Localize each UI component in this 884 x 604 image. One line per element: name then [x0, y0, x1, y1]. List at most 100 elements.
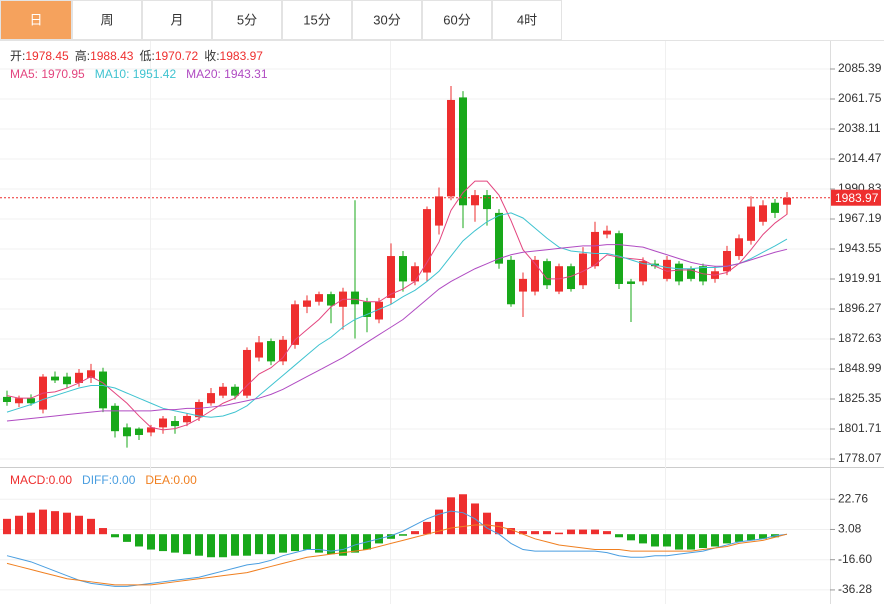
- tab-bg: [352, 0, 422, 40]
- candle-body: [171, 421, 179, 427]
- candle-body: [135, 428, 143, 435]
- macd-legend: MACD:0.00 DIFF:0.00 DEA:0.00: [10, 473, 197, 487]
- legend-value: 0.00: [173, 473, 197, 487]
- macd-bar: [747, 534, 755, 541]
- macd-bar: [39, 509, 47, 535]
- legend-label: 收:: [204, 49, 219, 63]
- candle-body: [327, 294, 335, 306]
- last-price-label: 1983.97: [835, 191, 879, 205]
- candle-body: [471, 195, 479, 206]
- macd-bar: [243, 534, 251, 556]
- tab-label[interactable]: 5分: [237, 12, 257, 27]
- tab-label[interactable]: 4时: [517, 12, 537, 27]
- tab[interactable]: 5分: [212, 0, 282, 40]
- candle-body: [639, 261, 647, 282]
- candle-body: [591, 231, 599, 267]
- macd-bar: [147, 534, 155, 550]
- candle-body: [687, 268, 695, 279]
- tab-label[interactable]: 周: [100, 12, 113, 27]
- candle-body: [387, 256, 395, 298]
- candle-body: [747, 206, 755, 241]
- tab[interactable]: 15分: [282, 0, 352, 40]
- tab-label[interactable]: 30分: [373, 12, 400, 27]
- macd-bar: [543, 531, 551, 535]
- legend-value: 1983.97: [220, 49, 264, 63]
- macd-bar: [339, 534, 347, 556]
- candle-body: [447, 99, 455, 197]
- macd-bar: [495, 521, 503, 535]
- y-tick-label: 22.76: [838, 491, 868, 505]
- y-tick-label: -36.28: [838, 582, 872, 596]
- y-tick-label: 3.08: [838, 522, 862, 536]
- candle-body: [147, 427, 155, 433]
- tab-label[interactable]: 日: [29, 12, 42, 27]
- macd-bar: [3, 518, 11, 535]
- macd-bar: [27, 512, 35, 535]
- candle-body: [87, 370, 95, 378]
- legend-value: 1988.43: [90, 49, 134, 63]
- y-tick-label: 2014.47: [838, 151, 882, 165]
- candle-body: [123, 427, 131, 437]
- candle-body: [315, 294, 323, 302]
- tab[interactable]: 周: [72, 0, 142, 40]
- tab[interactable]: 月: [142, 0, 212, 40]
- macd-bar: [207, 534, 215, 558]
- tab-bg: [212, 0, 282, 40]
- ohlc-legend: 开:1978.45 高:1988.43 低:1970.72 收:1983.97: [10, 48, 263, 63]
- candle-body: [603, 230, 611, 235]
- tab-bg: [142, 0, 212, 40]
- legend-label: MA5:: [10, 67, 41, 81]
- y-tick-label: 1778.07: [838, 451, 882, 465]
- macd-bar: [255, 534, 263, 555]
- tab-label[interactable]: 60分: [443, 12, 470, 27]
- y-tick-label: 1943.55: [838, 241, 882, 255]
- candle-body: [63, 376, 71, 385]
- tab[interactable]: 30分: [352, 0, 422, 40]
- tab-bg: [0, 0, 72, 40]
- candle-body: [27, 398, 35, 404]
- macd-bar: [759, 534, 767, 539]
- tab-bg: [422, 0, 492, 40]
- candle-body: [99, 371, 107, 409]
- macd-bar: [171, 534, 179, 553]
- macd-bar: [507, 528, 515, 535]
- candle-body: [675, 263, 683, 282]
- y-tick-label: 1825.35: [838, 391, 882, 405]
- macd-bar: [531, 531, 539, 535]
- macd-bar: [723, 534, 731, 544]
- candle-body: [15, 398, 23, 404]
- candle-body: [519, 278, 527, 292]
- legend-label: 开:: [10, 49, 25, 63]
- candle-body: [363, 301, 371, 317]
- candle-body: [615, 233, 623, 284]
- line-series: [6, 212, 788, 418]
- macd-bar: [267, 534, 275, 555]
- candle-body: [243, 349, 251, 396]
- legend-label: DIFF:: [82, 473, 112, 487]
- legend-value: 1943.31: [224, 67, 268, 81]
- legend-value: 1970.72: [155, 49, 199, 63]
- macd-bar: [615, 534, 623, 538]
- macd-bar: [303, 534, 311, 550]
- line-series: [6, 524, 788, 586]
- candle-body: [411, 266, 419, 282]
- macd-bar: [699, 534, 707, 549]
- tab[interactable]: 4时: [492, 0, 562, 40]
- candle-body: [627, 281, 635, 284]
- macd-bar: [483, 512, 491, 535]
- macd-bar: [351, 534, 359, 553]
- legend-label: MA20:: [186, 67, 224, 81]
- candle-body: [423, 209, 431, 273]
- tab[interactable]: 日: [0, 0, 72, 40]
- tab-label[interactable]: 月: [170, 12, 183, 27]
- candle-body: [759, 205, 767, 222]
- tab[interactable]: 60分: [422, 0, 492, 40]
- line-series: [6, 180, 788, 431]
- macd-bar: [87, 518, 95, 535]
- macd-bar: [135, 534, 143, 547]
- macd-bar: [195, 534, 203, 556]
- macd-bar: [399, 534, 407, 536]
- tab-label[interactable]: 15分: [303, 12, 330, 27]
- y-tick-label: 1801.71: [838, 421, 882, 435]
